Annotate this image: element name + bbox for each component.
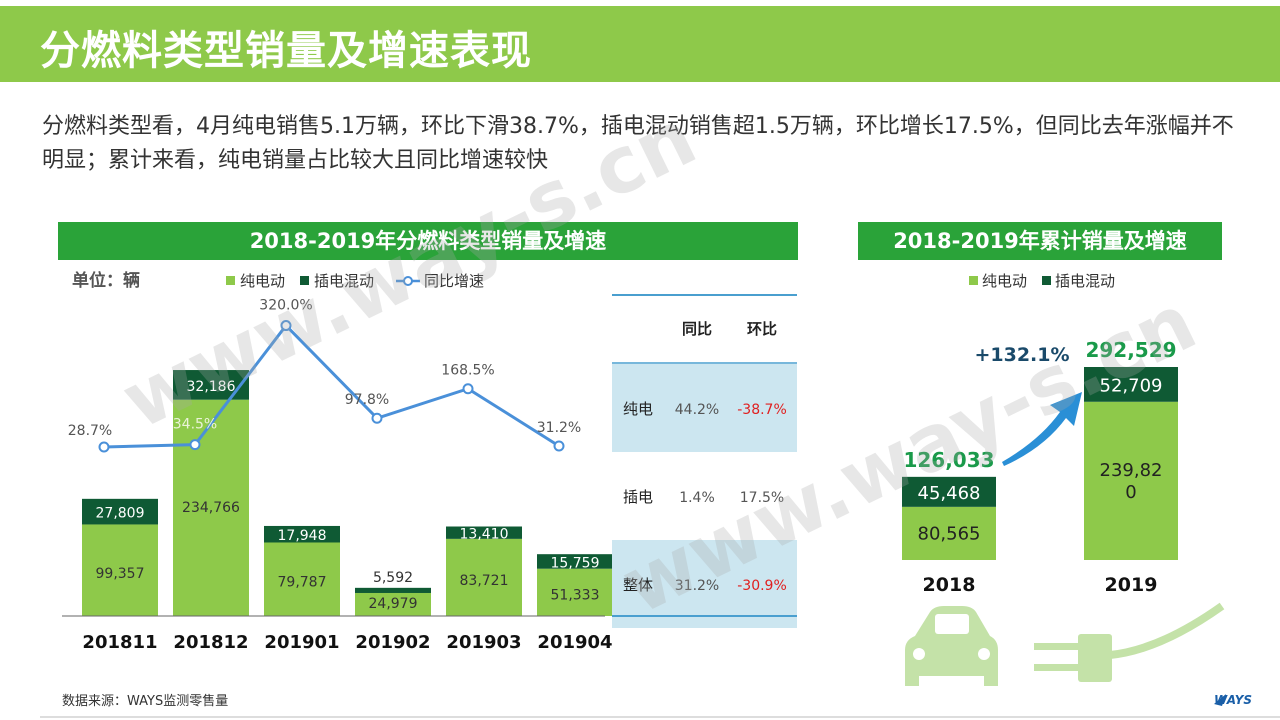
label-bev-201904: 51,333 — [551, 587, 600, 603]
table-cell-mom-1: 17.5% — [740, 490, 784, 506]
legend-label-phev: 插电混动 — [314, 272, 374, 290]
yoy-label-201902: 97.8% — [345, 392, 389, 408]
legend-marker-yoy — [403, 276, 413, 286]
x-tick-201811: 201811 — [82, 632, 157, 653]
yoy-point-201902 — [371, 412, 383, 424]
cum-growth-label: +132.1% — [974, 344, 1069, 366]
bar-bev-201812 — [173, 399, 249, 616]
yoy-point-201904 — [553, 440, 565, 452]
cum-legend-swatch-phev — [1042, 276, 1051, 285]
cum-legend-label-bev: 纯电动 — [982, 272, 1027, 290]
table-cell-yoy-1: 1.4% — [679, 490, 715, 506]
cum-total-2019: 292,529 — [1085, 338, 1176, 362]
table-cell-yoy-0: 44.2% — [675, 402, 719, 418]
bar-bev-201811 — [82, 524, 158, 616]
bar-phev-201812 — [173, 370, 249, 400]
x-tick-201901: 201901 — [264, 632, 339, 653]
table-row-band-0 — [612, 364, 797, 452]
table-row-label-2: 整体 — [623, 576, 653, 594]
bar-bev-201901 — [264, 542, 340, 616]
label-bev-201811: 99,357 — [96, 566, 145, 582]
cum-bar-bev-2019 — [1084, 401, 1178, 560]
cum-label-bev-2019: 239,82 — [1100, 460, 1163, 481]
cum-bar-phev-2019 — [1084, 367, 1178, 402]
bar-phev-201903 — [446, 526, 522, 539]
yoy-label-201811: 28.7% — [68, 423, 112, 439]
table-row-band-2 — [612, 540, 797, 628]
label-bev-201901: 79,787 — [278, 575, 327, 591]
plug-prong-top — [1034, 643, 1080, 650]
label-bev-201902: 24,979 — [369, 596, 418, 612]
bar-phev-201901 — [264, 525, 340, 543]
yoy-label-201903: 168.5% — [441, 363, 494, 379]
cum-label-bev-2018: 80,565 — [918, 523, 981, 544]
yoy-line — [103, 323, 560, 449]
x-tick-201903: 201903 — [446, 632, 521, 653]
yoy-label-201904: 31.2% — [537, 420, 581, 436]
summary-text: 分燃料类型看，4月纯电销售5.1万辆，环比下滑38.7%，插电混动销售超1.5万… — [42, 114, 1234, 173]
cum-legend-label-phev: 插电混动 — [1055, 272, 1115, 290]
yoy-point-201901 — [280, 320, 292, 332]
x-tick-201902: 201902 — [355, 632, 430, 653]
legend-label-bev: 纯电动 — [240, 272, 285, 290]
data-source: 数据来源：WAYS监测零售量 — [62, 694, 229, 709]
cum-total-2018: 126,033 — [903, 448, 994, 472]
yoy-point-201811 — [98, 441, 110, 453]
cumulative-chart-title: 2018-2019年累计销量及增速 — [858, 222, 1222, 260]
cum-x-tick-2018: 2018 — [923, 574, 976, 596]
label-phev-201811: 27,809 — [96, 506, 145, 522]
bar-phev-201904 — [537, 554, 613, 569]
table-cell-mom-2: -30.9% — [737, 578, 787, 594]
cum-label-phev-2018: 45,468 — [918, 483, 981, 504]
label-phev-201903: 13,410 — [460, 527, 509, 543]
cum-label-phev-2019: 52,709 — [1100, 375, 1163, 396]
label-phev-201902: 5,592 — [373, 570, 413, 586]
title-bar: 分燃料类型销量及增速表现 — [0, 6, 1280, 82]
car-headlight-left — [913, 648, 925, 660]
legend-swatch-phev — [300, 276, 309, 285]
ways-logo: WAYS — [1214, 693, 1253, 707]
legend-swatch-bev — [226, 276, 235, 285]
cum-x-tick-2019: 2019 — [1105, 574, 1158, 596]
cum-legend-swatch-bev — [969, 276, 978, 285]
yoy-point-201812 — [189, 439, 201, 451]
unit-label: 单位：辆 — [72, 271, 140, 291]
bar-bev-201904 — [537, 568, 613, 616]
bar-bev-201903 — [446, 538, 522, 616]
yoy-label-201901: 320.0% — [259, 298, 312, 314]
plug-cable — [1109, 602, 1225, 659]
cum-label-bev-2019-1: 0 — [1125, 482, 1136, 503]
bar-phev-201811 — [82, 498, 158, 525]
table-header-yoy: 同比 — [682, 320, 712, 338]
cum-bar-bev-2018 — [902, 506, 996, 560]
table-cell-yoy-2: 31.2% — [675, 578, 719, 594]
yoy-label-201812: 34.5% — [173, 417, 217, 433]
label-bev-201903: 83,721 — [460, 573, 509, 589]
label-phev-201904: 15,759 — [551, 555, 600, 571]
growth-arrow — [1002, 392, 1082, 466]
label-bev-201812: 234,766 — [182, 500, 240, 516]
x-tick-201904: 201904 — [537, 632, 612, 653]
car-windshield — [935, 614, 969, 634]
label-phev-201901: 17,948 — [278, 528, 327, 544]
table-cell-mom-0: -38.7% — [737, 402, 787, 418]
page-title: 分燃料类型销量及增速表现 — [40, 28, 532, 74]
table-row-label-0: 纯电 — [623, 400, 653, 418]
car-icon — [905, 606, 998, 686]
x-tick-201812: 201812 — [173, 632, 248, 653]
table-row-label-1: 插电 — [623, 488, 653, 506]
cum-bar-phev-2018 — [902, 476, 996, 507]
car-headlight-right — [978, 648, 990, 660]
label-phev-201812: 32,186 — [187, 379, 236, 395]
yoy-point-201903 — [462, 383, 474, 395]
bar-bev-201902 — [355, 592, 431, 616]
monthly-chart-title: 2018-2019年分燃料类型销量及增速 — [58, 222, 798, 260]
bar-phev-201902 — [355, 587, 431, 593]
plug-prong-bottom — [1034, 664, 1080, 671]
legend-label-yoy: 同比增速 — [424, 272, 484, 290]
ways-logo-mark — [1214, 694, 1226, 706]
table-header-mom: 环比 — [747, 320, 777, 338]
plug-icon — [1078, 634, 1112, 682]
